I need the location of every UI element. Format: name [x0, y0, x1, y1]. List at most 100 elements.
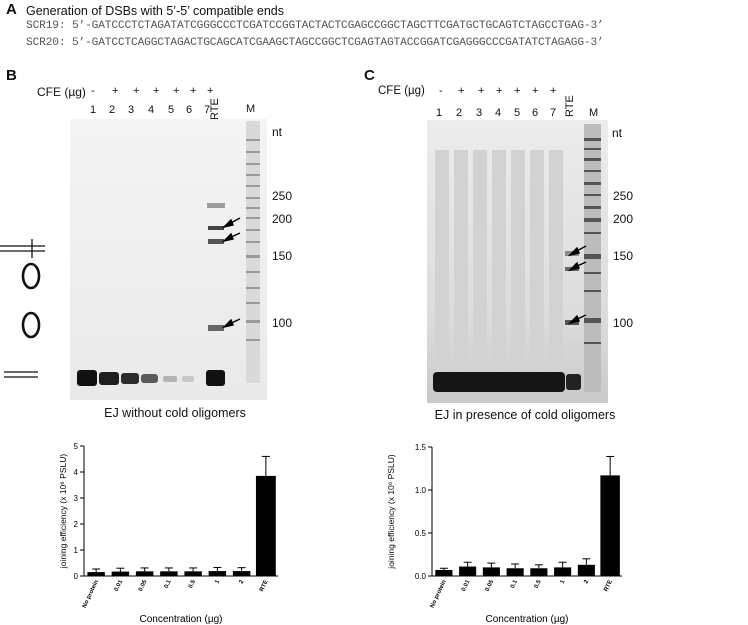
bar	[506, 568, 524, 576]
bar	[554, 567, 572, 576]
lane-label: +	[112, 85, 119, 97]
lane-label: +	[496, 85, 503, 97]
gel-image-c	[427, 120, 608, 403]
sequence-scr19: SCR19: 5’-GATCCCTCTAGATATCGGGCCCTCGATCCG…	[26, 20, 604, 32]
nt-label-c: nt	[612, 126, 623, 140]
gel-c-annotations	[567, 245, 587, 325]
lane-label: +	[133, 85, 140, 97]
lane-label: -	[91, 85, 95, 97]
bar	[482, 567, 500, 576]
bar	[435, 569, 453, 576]
nt-label: nt	[272, 125, 283, 139]
gel-b-annotations	[0, 217, 241, 378]
cfe-marks-row: - + + + + + +	[0, 85, 748, 99]
gel-image-b	[70, 119, 267, 400]
lane-label: +	[514, 85, 521, 97]
y-tick-label: 0.0	[415, 572, 427, 581]
y-tick-label: 2	[74, 520, 79, 529]
y-axis-label: joining efficiency (x 10⁶ PSLU)	[58, 454, 68, 570]
x-tick-label: RTE	[259, 579, 270, 592]
x-axis-label: Concentration (µg)	[485, 614, 568, 625]
lane-label: +	[207, 85, 214, 97]
bar	[459, 566, 477, 576]
x-tick-label: RTE	[603, 579, 614, 592]
bar	[600, 475, 620, 576]
lane-label: 6	[186, 104, 193, 116]
size-marker-label: 250	[613, 189, 634, 203]
y-tick-label: 5	[74, 442, 79, 451]
lane-label: +	[532, 85, 539, 97]
gel-b-svg	[70, 119, 267, 400]
x-tick-label: 0.05	[138, 579, 149, 593]
lane-label: 4	[148, 104, 155, 116]
gel-c-caption: EJ in presence of cold oligomers	[434, 408, 616, 422]
x-tick-label: 0.01	[461, 579, 472, 593]
lane-label: +	[153, 85, 160, 97]
lane-label: 5	[168, 104, 175, 116]
y-tick-label: 1	[74, 546, 79, 555]
size-marker-label: 200	[613, 212, 634, 226]
x-tick-label: 0.01	[114, 579, 125, 593]
bar	[232, 571, 251, 576]
lane-label: 7	[550, 107, 557, 119]
bar	[255, 475, 276, 576]
x-tick-label: 0.5	[188, 579, 197, 590]
lane-label: 7	[204, 104, 211, 116]
sequence-scr20: SCR20: 5’-GATCCTCAGGCTAGACTGCAGCATCGAAGC…	[26, 37, 604, 49]
size-marker-label: 150	[272, 249, 293, 263]
size-marker-label: 150	[613, 249, 634, 263]
x-tick-label: No protein	[82, 579, 100, 609]
lane-label: +	[173, 85, 180, 97]
x-tick-label: 1	[214, 579, 221, 585]
size-marker-labels-c: 250 200 150 100	[613, 0, 653, 400]
lane-label: +	[550, 85, 557, 97]
y-tick-label: 3	[74, 494, 79, 503]
y-tick-label: 1.0	[415, 486, 427, 495]
rte-lane-label-c: RTE	[564, 95, 576, 117]
lane-label: 1	[90, 104, 97, 116]
size-marker-label: 250	[272, 189, 293, 203]
x-tick-label: 2	[239, 579, 246, 585]
lane-label: 2	[109, 104, 116, 116]
lane-label: 1	[436, 107, 443, 119]
lane-label: +	[190, 85, 197, 97]
y-tick-label: 0	[74, 572, 79, 581]
y-tick-label: 4	[74, 468, 79, 477]
lane-label: 5	[514, 107, 521, 119]
x-tick-label: 1	[560, 579, 567, 585]
lane-label: 4	[495, 107, 502, 119]
bar	[577, 564, 595, 576]
lane-label: 3	[476, 107, 483, 119]
x-tick-label: 2	[583, 579, 590, 585]
marker-lane-label-c: M	[589, 107, 599, 119]
cfe-label: CFE (µg)	[37, 85, 86, 99]
bar	[208, 571, 227, 576]
lane-label: 3	[128, 104, 135, 116]
bar	[184, 571, 202, 576]
panel-a-letter: A	[6, 1, 17, 18]
cfe-marks-row-c: - + + + + + +	[0, 85, 748, 99]
cfe-label-c: CFE (µg)	[378, 85, 425, 97]
lane-label: +	[458, 85, 465, 97]
bar	[87, 572, 105, 576]
x-tick-label: 0.1	[164, 579, 173, 590]
gel-c-svg	[427, 120, 608, 403]
size-marker-label: 100	[272, 316, 293, 330]
y-tick-label: 1.5	[415, 443, 427, 452]
lane-label: -	[439, 85, 443, 97]
lane-label: +	[478, 85, 485, 97]
lane-label: 6	[532, 107, 539, 119]
y-axis-label: joining efficiency (x 10⁶ PSLU)	[386, 454, 396, 570]
bar-chart-c: 0.0 0.5 1.0 1.5 joining efficiency (x 10⁶ PS…	[386, 443, 622, 625]
bar	[135, 571, 154, 576]
size-marker-label: 100	[613, 316, 634, 330]
marker-lane-label: M	[246, 103, 256, 115]
x-tick-label: 0.1	[510, 579, 519, 590]
y-tick-label: 0.5	[415, 529, 427, 538]
panel-b-letter: B	[6, 67, 17, 84]
bar	[530, 568, 548, 576]
x-tick-label: 0.05	[485, 579, 496, 593]
size-marker-label: 200	[272, 212, 293, 226]
